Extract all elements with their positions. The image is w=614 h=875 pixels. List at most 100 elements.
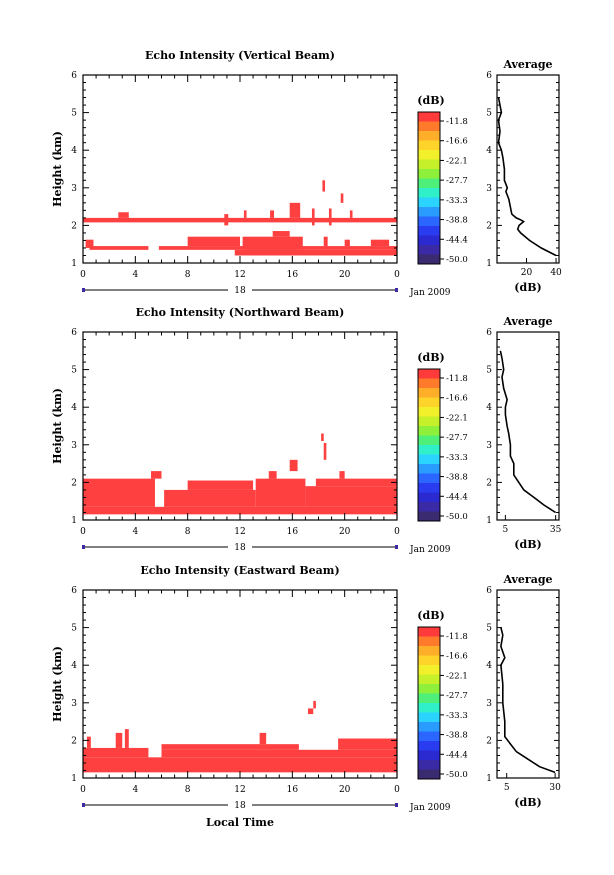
colorbar-title: (dB) (417, 94, 444, 107)
y-tick-label: 5 (71, 366, 77, 376)
colorbar-segment (418, 178, 440, 189)
x-tick-label: 0 (394, 527, 400, 537)
y-tick-label: 1 (71, 774, 77, 784)
colorbar-title: (dB) (417, 351, 444, 364)
echo-cell (338, 738, 397, 750)
avg-y-tick-label: 1 (486, 516, 492, 526)
colorbar-segment (418, 665, 440, 675)
colorbar-segment (418, 627, 440, 637)
y-tick-label: 3 (71, 184, 77, 194)
colorbar-frame (417, 626, 441, 780)
x-tick-label: 12 (234, 270, 245, 280)
x-tick-label: 20 (339, 785, 351, 795)
colorbar-segment (418, 188, 440, 198)
y-tick-label: 2 (71, 221, 77, 231)
colorbar-level-label: -38.8 (446, 731, 468, 741)
colorbar-segment (418, 722, 440, 732)
date-label: Jan 2009 (409, 288, 451, 298)
colorbar-level-label: -50.0 (446, 770, 468, 780)
colorbar-segment (418, 445, 440, 455)
avg-y-tick-label: 6 (486, 586, 492, 596)
avg-y-tick-label: 2 (486, 478, 492, 488)
colorbar-segment (418, 750, 440, 761)
avg-x-label: (dB) (514, 281, 541, 294)
average-frame (496, 74, 560, 264)
echo-cell (323, 442, 327, 460)
echo-cell (323, 236, 328, 247)
echo-cell (289, 202, 301, 218)
x-tick-label: 0 (80, 270, 86, 280)
echo-cell (86, 736, 91, 748)
y-tick-label: 1 (71, 259, 77, 269)
date-label: Jan 2009 (409, 545, 451, 555)
colorbar-level-label: -22.1 (446, 671, 468, 681)
echo-cell (340, 193, 344, 203)
colorbar-level-label: -50.0 (446, 255, 468, 265)
avg-x-label: (dB) (514, 538, 541, 551)
echo-cell (83, 217, 397, 223)
echo-cell (224, 214, 229, 226)
x-tick-label: 20 (339, 527, 351, 537)
y-tick-label: 6 (71, 328, 77, 338)
avg-x-tick-label: 20 (521, 268, 533, 278)
avg-y-tick-label: 4 (486, 403, 492, 413)
y-tick-label: 3 (71, 699, 77, 709)
echo-cell (161, 749, 397, 758)
colorbar-segment (418, 112, 440, 122)
colorbar-segment (418, 674, 440, 685)
x-tick-label: 12 (234, 527, 245, 537)
echo-cell (115, 732, 123, 748)
colorbar-segment (418, 712, 440, 723)
avg-y-tick-label: 3 (486, 441, 492, 451)
y-tick-label: 4 (71, 661, 77, 671)
colorbar-level-label: -38.8 (446, 216, 468, 226)
y-tick-label: 4 (71, 403, 77, 413)
colorbar-segment (418, 646, 440, 656)
x-tick-label: 16 (287, 527, 299, 537)
echo-cell (270, 210, 275, 218)
echo-cell (305, 486, 397, 507)
echo-cell (187, 236, 240, 247)
colorbar-segment (418, 150, 440, 160)
colorbar-segment (418, 131, 440, 141)
colorbar-segment (418, 464, 440, 474)
colorbar-segment (418, 369, 440, 379)
colorbar-segment (418, 416, 440, 427)
colorbar-segment (418, 703, 440, 713)
echo-cell (328, 208, 332, 226)
average-profile-line (500, 627, 556, 774)
colorbar-segment (418, 693, 440, 704)
colorbar-segment (418, 454, 440, 465)
x-tick-label: 8 (185, 270, 191, 280)
x-tick-label: 16 (287, 270, 299, 280)
avg-y-tick-label: 6 (486, 328, 492, 338)
x-tick-label: 0 (394, 270, 400, 280)
panel-title: Echo Intensity (Eastward Beam) (140, 564, 339, 577)
colorbar-level-label: -38.8 (446, 473, 468, 483)
echo-cell (259, 732, 267, 745)
colorbar-segment (418, 216, 440, 227)
echo-cell (349, 210, 353, 218)
colorbar-segment (418, 502, 440, 512)
panel-title: Echo Intensity (Vertical Beam) (145, 49, 335, 62)
colorbar-segment (418, 169, 440, 179)
colorbar-segment (418, 388, 440, 398)
day-line-end (395, 803, 398, 807)
colorbar-title: (dB) (417, 609, 444, 622)
colorbar-segment (418, 426, 440, 436)
colorbar-level-label: -27.7 (446, 433, 468, 443)
y-tick-label: 5 (71, 624, 77, 634)
day-line-end (82, 545, 85, 549)
colorbar-level-label: -27.7 (446, 176, 468, 186)
avg-y-tick-label: 1 (486, 259, 492, 269)
x-tick-label: 4 (132, 270, 138, 280)
echo-cell (161, 744, 299, 750)
y-tick-label: 1 (71, 516, 77, 526)
day-label: 18 (234, 801, 246, 811)
colorbar-level-label: -44.4 (446, 492, 468, 502)
x-tick-label: 8 (185, 527, 191, 537)
avg-x-tick-label: 35 (550, 525, 562, 535)
x-tick-label: 4 (132, 527, 138, 537)
